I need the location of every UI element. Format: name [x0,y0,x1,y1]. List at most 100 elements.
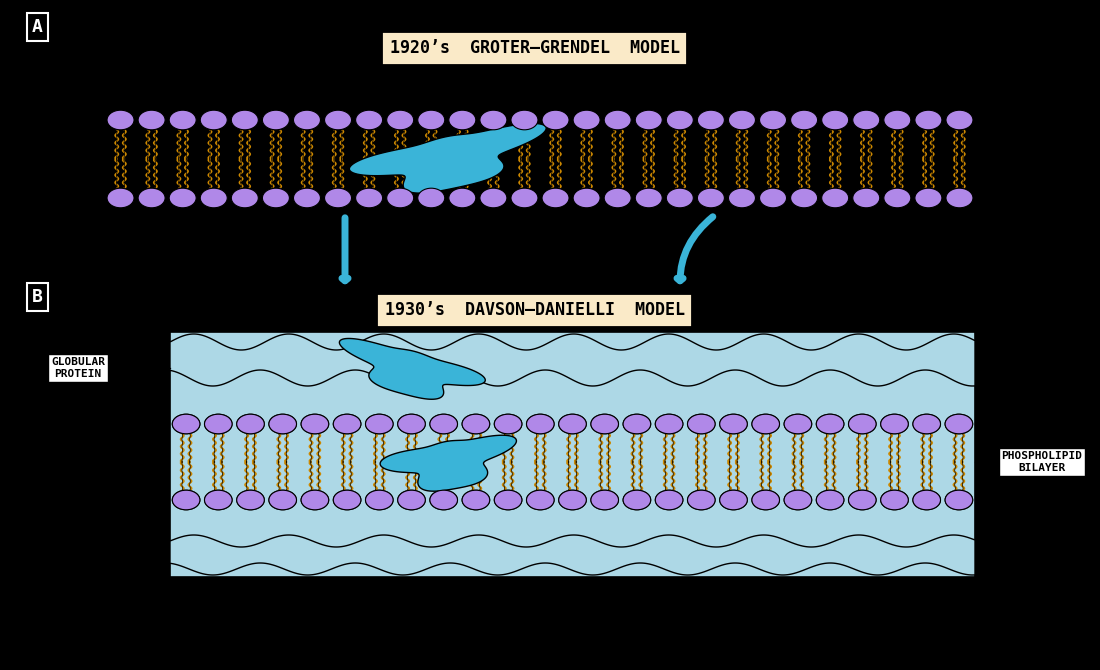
Ellipse shape [915,188,942,208]
Ellipse shape [231,188,258,208]
Ellipse shape [719,490,747,510]
Ellipse shape [462,490,490,510]
Ellipse shape [449,110,476,130]
Ellipse shape [263,110,289,130]
Ellipse shape [418,110,444,130]
Polygon shape [340,338,485,399]
Ellipse shape [656,414,683,433]
Ellipse shape [728,188,756,208]
Ellipse shape [542,110,569,130]
Ellipse shape [946,188,974,208]
Ellipse shape [205,414,232,433]
Ellipse shape [263,188,289,208]
Ellipse shape [816,414,844,433]
Ellipse shape [139,110,165,130]
Ellipse shape [268,414,297,433]
Ellipse shape [324,188,352,208]
Ellipse shape [173,414,200,433]
Ellipse shape [848,490,876,510]
Ellipse shape [667,188,693,208]
Ellipse shape [913,490,940,510]
Ellipse shape [398,414,426,433]
Ellipse shape [139,110,165,130]
Ellipse shape [107,188,134,208]
Ellipse shape [387,188,414,208]
Ellipse shape [527,414,554,433]
Ellipse shape [387,188,414,208]
Ellipse shape [398,414,426,433]
Ellipse shape [200,110,228,130]
Ellipse shape [667,188,693,208]
Ellipse shape [883,188,911,208]
Ellipse shape [573,110,601,130]
Ellipse shape [430,414,458,433]
Polygon shape [170,535,975,575]
Ellipse shape [822,188,849,208]
Ellipse shape [462,414,490,433]
Ellipse shape [559,490,586,510]
Ellipse shape [697,188,725,208]
Ellipse shape [752,490,780,510]
Ellipse shape [816,414,844,433]
Ellipse shape [107,110,134,130]
Text: B: B [32,288,43,306]
Ellipse shape [430,490,458,510]
Ellipse shape [752,414,780,433]
Ellipse shape [697,188,725,208]
Ellipse shape [263,110,289,130]
Ellipse shape [236,414,264,433]
Ellipse shape [173,490,200,510]
Ellipse shape [759,188,786,208]
Ellipse shape [759,110,786,130]
Ellipse shape [881,490,909,510]
Ellipse shape [294,188,320,208]
Ellipse shape [591,490,618,510]
Polygon shape [170,334,975,386]
Ellipse shape [816,490,844,510]
Ellipse shape [231,110,258,130]
Ellipse shape [883,110,911,130]
Ellipse shape [791,110,817,130]
Ellipse shape [623,414,651,433]
Ellipse shape [915,110,942,130]
Ellipse shape [623,490,651,510]
Ellipse shape [333,490,361,510]
Ellipse shape [169,188,196,208]
Ellipse shape [231,188,258,208]
Ellipse shape [915,110,942,130]
Ellipse shape [656,414,683,433]
Ellipse shape [107,110,134,130]
Ellipse shape [169,110,196,130]
Ellipse shape [301,490,329,510]
Ellipse shape [573,188,601,208]
Ellipse shape [205,414,232,433]
Ellipse shape [791,188,817,208]
Ellipse shape [688,490,715,510]
Ellipse shape [301,490,329,510]
Ellipse shape [200,188,228,208]
Ellipse shape [107,188,134,208]
Ellipse shape [881,414,909,433]
Ellipse shape [512,188,538,208]
Ellipse shape [430,414,458,433]
Ellipse shape [848,414,876,433]
Ellipse shape [430,490,458,510]
Ellipse shape [852,188,880,208]
Ellipse shape [852,188,880,208]
Ellipse shape [139,188,165,208]
Ellipse shape [635,188,662,208]
Ellipse shape [480,110,507,130]
Ellipse shape [915,188,942,208]
Ellipse shape [418,110,444,130]
Ellipse shape [169,110,196,130]
Ellipse shape [462,490,490,510]
Ellipse shape [263,188,289,208]
Ellipse shape [559,414,586,433]
Ellipse shape [816,490,844,510]
Ellipse shape [591,414,618,433]
Text: 1920’s  GROTER–GRENDEL  MODEL: 1920’s GROTER–GRENDEL MODEL [390,39,680,57]
Ellipse shape [512,110,538,130]
Ellipse shape [667,110,693,130]
Ellipse shape [449,188,476,208]
Ellipse shape [200,188,228,208]
